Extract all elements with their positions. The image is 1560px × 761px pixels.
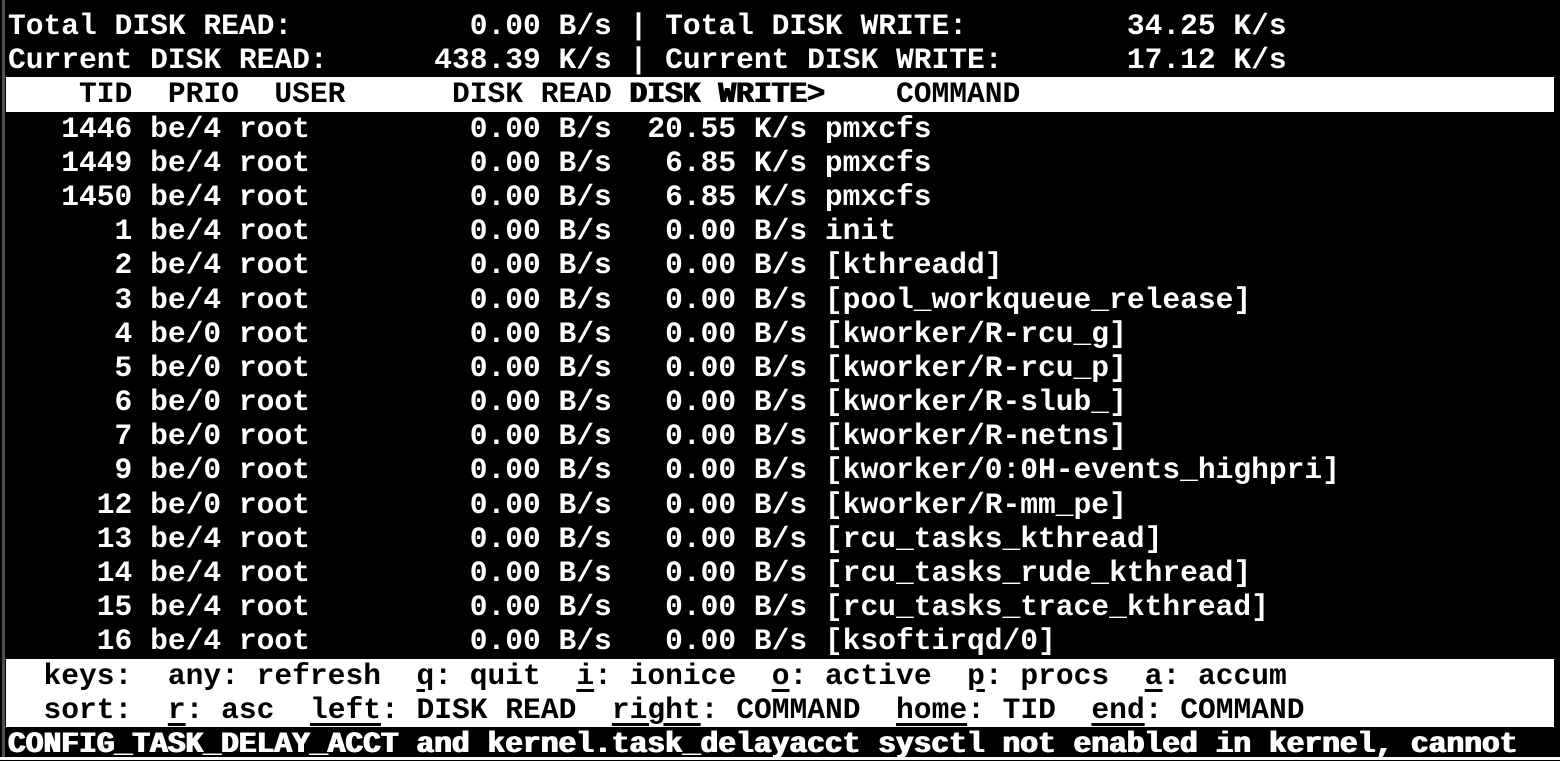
hotkey-o: o	[771, 658, 790, 693]
terminal-bottom-strip	[0, 757, 1560, 760]
column-header-left: TID PRIO USER DISK READ	[8, 77, 630, 112]
process-row: 7 be/0 root 0.00 B/s 0.00 B/s [kworker/R…	[8, 419, 1127, 454]
hotkey-a: a	[1144, 658, 1163, 693]
process-row: 12 be/0 root 0.00 B/s 0.00 B/s [kworker/…	[8, 487, 1127, 522]
summary-total-line: Total DISK READ: 0.00 B/s | Total DISK W…	[8, 9, 1287, 43]
terminal-left-edge	[2, 0, 5, 760]
process-row: 14 be/4 root 0.00 B/s 0.00 B/s [rcu_task…	[8, 556, 1252, 590]
process-row: 1446 be/4 root 0.00 B/s 20.55 K/s pmxcfs	[8, 111, 932, 146]
help-keys-line: keys: any: refresh q: quit i: ionice o: …	[6, 658, 1554, 693]
hotkey-q: q	[416, 658, 435, 693]
process-row: 16 be/4 root 0.00 B/s 0.00 B/s [ksoftirq…	[8, 624, 1056, 659]
process-row: 3 be/4 root 0.00 B/s 0.00 B/s [pool_work…	[8, 282, 1252, 317]
hotkey-p: p	[967, 658, 985, 693]
process-row: 6 be/0 root 0.00 B/s 0.00 B/s [kworker/R…	[8, 385, 1127, 420]
hotkey-right: right	[611, 692, 701, 727]
process-row: 15 be/4 root 0.00 B/s 0.00 B/s [rcu_task…	[8, 590, 1269, 625]
status-message: CONFIG_TASK_DELAY_ACCT and kernel.task_d…	[8, 726, 1518, 761]
hotkey-r: r	[167, 692, 186, 727]
hotkey-home: home	[896, 692, 968, 727]
process-row: 1 be/4 root 0.00 B/s 0.00 B/s init	[8, 214, 896, 249]
process-row: 9 be/0 root 0.00 B/s 0.00 B/s [kworker/0…	[8, 453, 1340, 488]
process-row: 4 be/0 root 0.00 B/s 0.00 B/s [kworker/R…	[8, 316, 1127, 351]
hotkey-left: left	[309, 692, 381, 727]
process-row: 2 be/4 root 0.00 B/s 0.00 B/s [kthreadd]	[8, 248, 1003, 283]
summary-current-line: Current DISK READ: 438.39 K/s | Current …	[8, 43, 1287, 78]
column-header-sorted-disk-write: DISK WRITE>	[629, 77, 825, 112]
help-sort-line: sort: r: asc left: DISK READ right: COMM…	[6, 692, 1554, 727]
process-row: 13 be/4 root 0.00 B/s 0.00 B/s [rcu_task…	[8, 521, 1163, 556]
hotkey-i: i	[576, 658, 595, 693]
process-row: 1449 be/4 root 0.00 B/s 6.85 K/s pmxcfs	[8, 145, 932, 180]
column-header-right: COMMAND	[824, 77, 1021, 112]
hotkey-any: any	[167, 658, 222, 693]
column-header-row: TID PRIO USER DISK READ DISK WRITE> COMM…	[6, 77, 1554, 112]
process-row: 5 be/0 root 0.00 B/s 0.00 B/s [kworker/R…	[8, 350, 1127, 385]
hotkey-end: end	[1091, 692, 1145, 727]
process-row: 1450 be/4 root 0.00 B/s 6.85 K/s pmxcfs	[8, 179, 932, 214]
process-rows: 1446 be/4 root 0.00 B/s 20.55 K/s pmxcfs…	[0, 112, 1560, 659]
